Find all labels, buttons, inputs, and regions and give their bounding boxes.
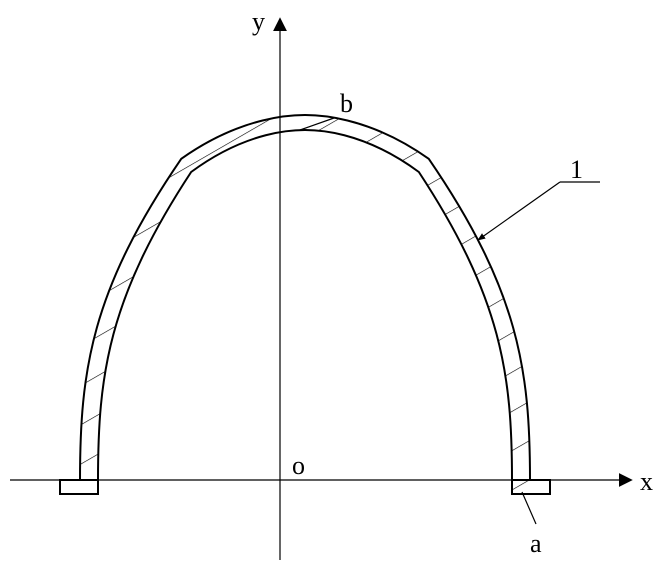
origin-label: o: [292, 451, 305, 480]
flange-left-hatch: [60, 480, 98, 494]
y-axis-label: y: [252, 7, 265, 36]
label-b: b: [340, 89, 353, 118]
dome-outer-outline: [80, 115, 530, 480]
label-part-1: 1: [570, 155, 583, 184]
x-axis-label: x: [640, 467, 653, 496]
label-a: a: [530, 529, 542, 558]
diagram-canvas: x y o b a 1: [0, 0, 670, 582]
leader-part-1: [478, 182, 560, 240]
flange-right-hatch: [512, 480, 550, 494]
leader-a: [522, 492, 536, 524]
dome-shell-hatch: [80, 115, 530, 480]
dome-inner-outline: [98, 130, 512, 480]
